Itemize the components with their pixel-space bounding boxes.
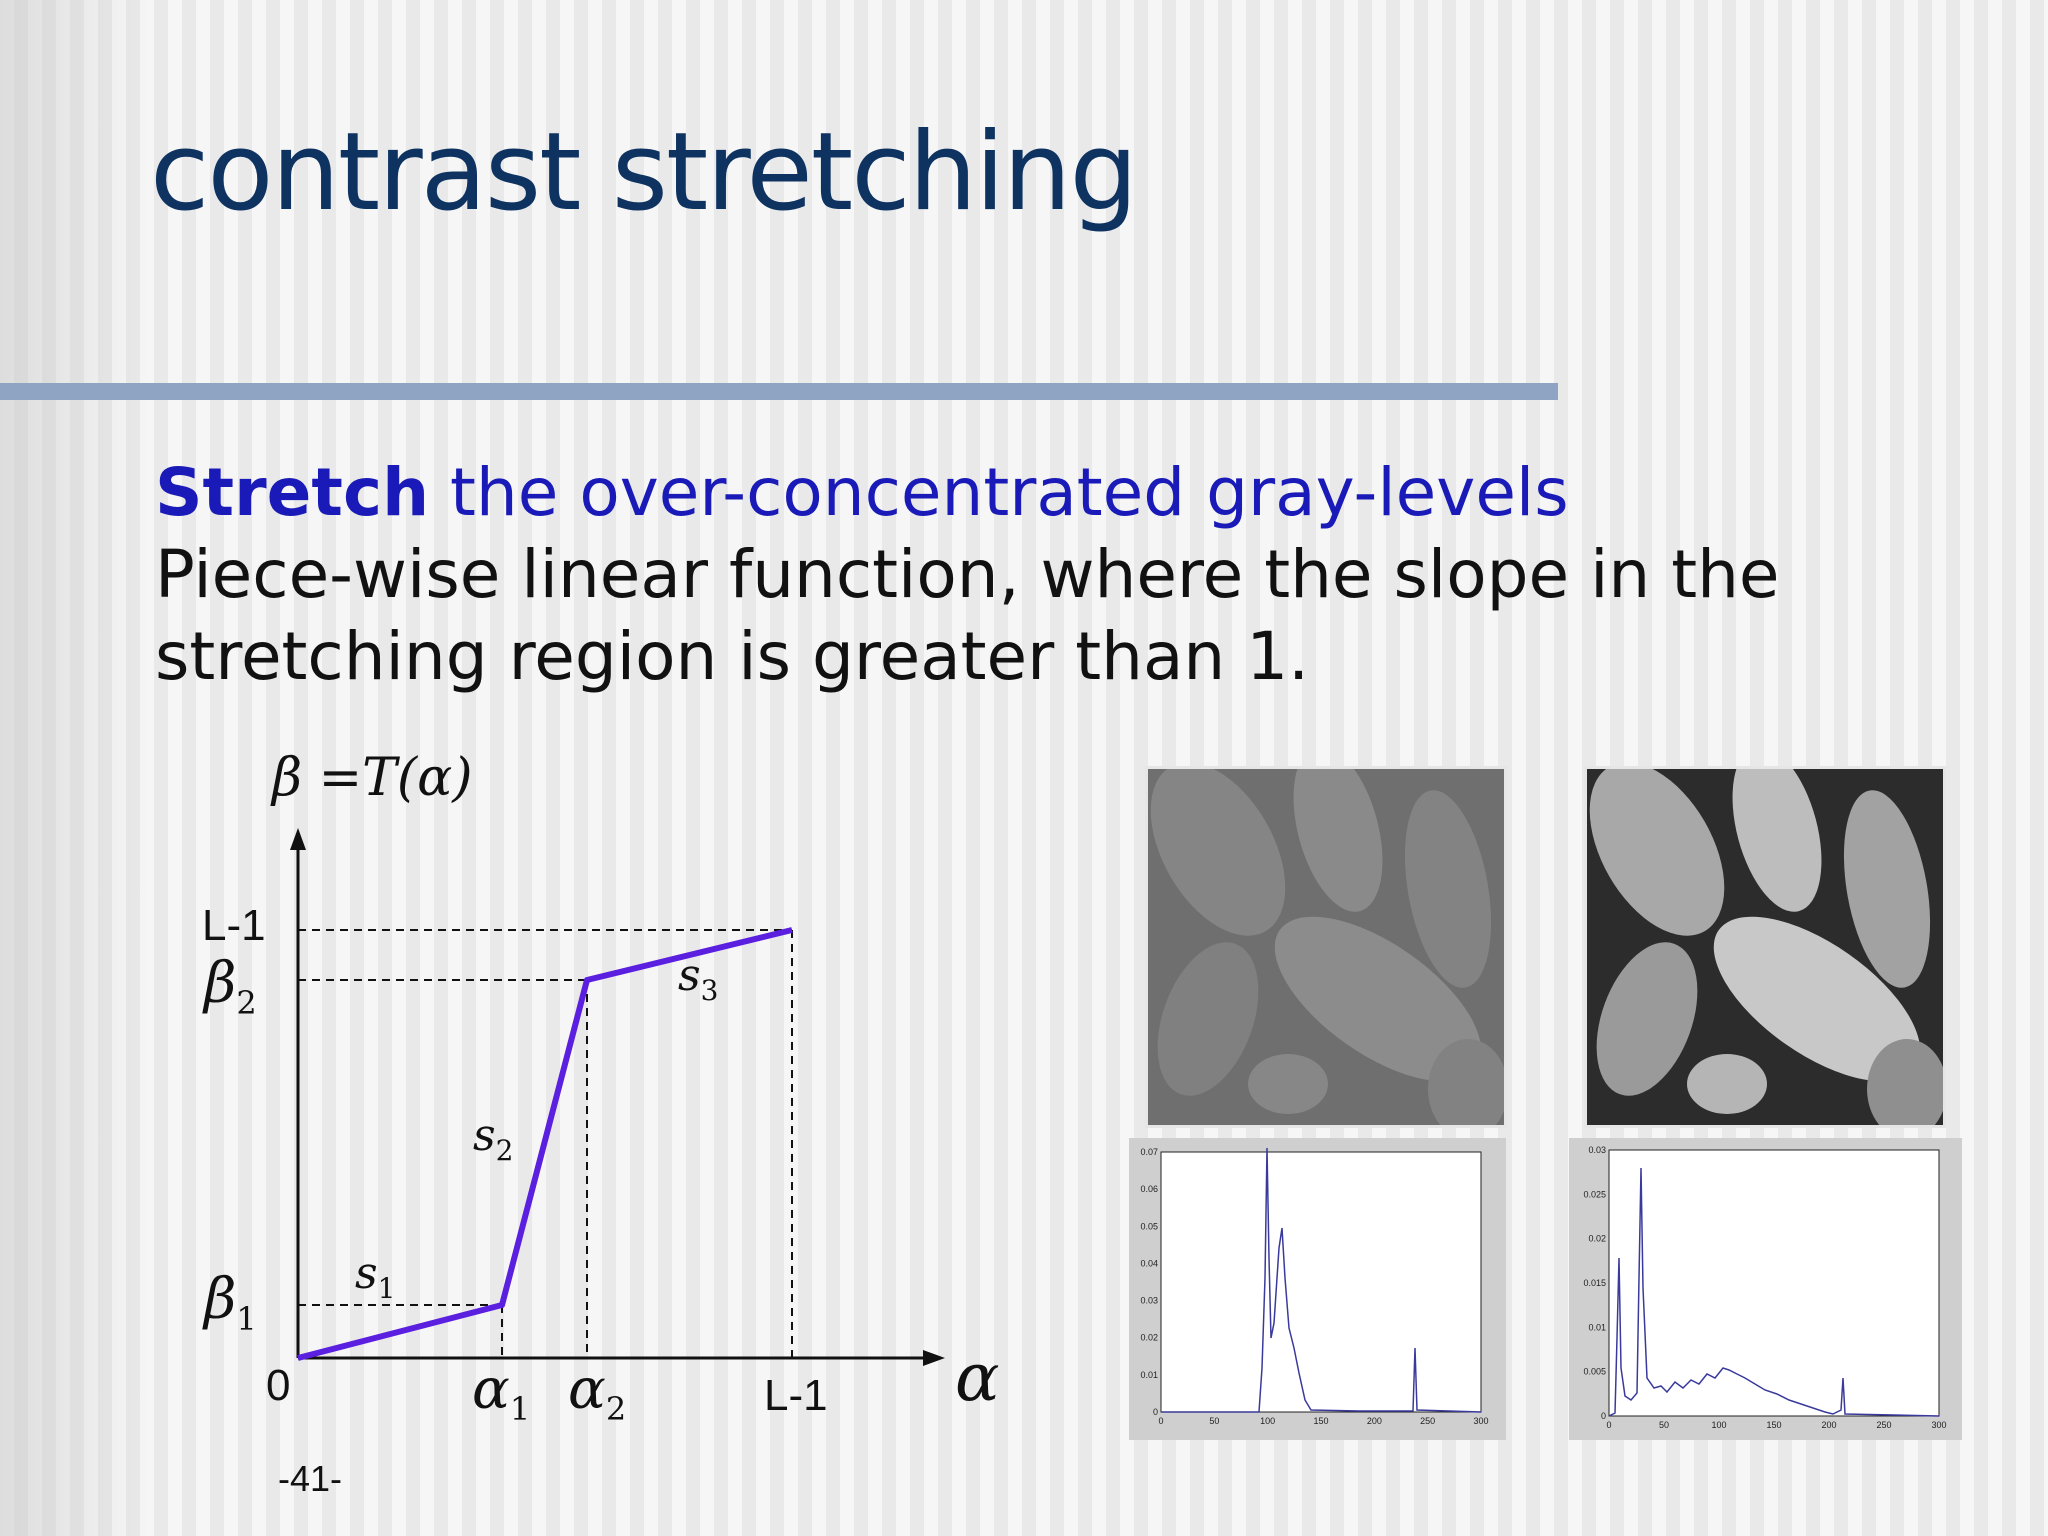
histogram-original-x-tick-label: 300 [1473, 1416, 1488, 1426]
y-axis-arrow [290, 828, 306, 850]
histogram-stretched-x-tick-label: 200 [1821, 1420, 1836, 1430]
body-line-3: stretching region is greater than 1. [155, 618, 1310, 695]
histogram-original-x-ticks: 0 50 100 150 200 250 300 [1158, 1416, 1488, 1426]
histogram-stretched-y-ticks: 0.03 0.025 0.02 0.015 0.01 0.005 0 [1583, 1145, 1606, 1421]
y-tick-top: L-1 [202, 901, 266, 950]
histogram-original-y-ticks: 0.07 0.06 0.05 0.04 0.03 0.02 0.01 0 [1140, 1147, 1158, 1417]
histogram-stretched-x-tick-label: 50 [1659, 1420, 1669, 1430]
histogram-stretched-plot: 0.03 0.025 0.02 0.015 0.01 0.005 0 0 50 100 150 20… [1583, 1145, 1946, 1430]
histogram-original-curve [1161, 1147, 1482, 1413]
segment-label-s1: s1 [355, 1248, 395, 1305]
histogram-original-x-tick-label: 250 [1420, 1416, 1435, 1426]
histogram-stretched-x-tick-label: 0 [1606, 1420, 1611, 1430]
slide-title: contrast stretching [150, 110, 1138, 235]
histogram-original-y-tick-label: 0.03 [1140, 1296, 1158, 1306]
histogram-stretched-x-tick-label: 300 [1931, 1420, 1946, 1430]
histogram-stretched-x-ticks: 0 50 100 150 200 250 300 [1606, 1420, 1946, 1430]
histogram-original-x-tick-label: 100 [1260, 1416, 1275, 1426]
histogram-original-x-tick-label: 150 [1313, 1416, 1328, 1426]
stretched-image [1584, 766, 1946, 1128]
histogram-original-y-tick-label: 0 [1153, 1407, 1158, 1417]
transform-curve [297, 927, 793, 1361]
histogram-original-x-tick-label: 200 [1367, 1416, 1382, 1426]
x-tick-alpha1: α1 [472, 1357, 530, 1428]
x-tick-alpha2: α2 [568, 1357, 626, 1428]
histogram-stretched-y-tick-label: 0.01 [1588, 1322, 1606, 1332]
histogram-original-y-tick-label: 0.02 [1140, 1333, 1158, 1343]
y-tick-beta1: β1 [202, 1267, 257, 1338]
histogram-original-x-tick-label: 50 [1209, 1416, 1219, 1426]
histogram-stretched-y-tick-label: 0.03 [1588, 1145, 1606, 1155]
histogram-stretched-y-tick-label: 0 [1601, 1411, 1606, 1421]
x-tick-right: L-1 [764, 1371, 828, 1420]
transform-diagram-svg: β =T(α) L-1 β2 β1 0 α1 α2 L-1 α s1 s2 s3 [202, 748, 1000, 1428]
histogram-original-x-tick-label: 0 [1158, 1416, 1163, 1426]
histogram-original-y-tick-label: 0.05 [1140, 1221, 1158, 1231]
histogram-original-y-tick-label: 0.01 [1140, 1370, 1158, 1380]
histogram-stretched: 0.03 0.025 0.02 0.015 0.01 0.005 0 0 50 100 150 20… [1569, 1138, 1962, 1440]
histogram-stretched-y-tick-label: 0.025 [1583, 1189, 1606, 1199]
histogram-stretched-y-tick-label: 0.015 [1583, 1278, 1606, 1288]
transform-diagram: β =T(α) L-1 β2 β1 0 α1 α2 L-1 α s1 s2 s3 [180, 740, 1040, 1500]
body-line-1-rest: the over-concentrated gray-levels [429, 454, 1569, 531]
histogram-stretched-x-tick-label: 250 [1876, 1420, 1891, 1430]
y-tick-beta2: β2 [202, 951, 257, 1022]
guide-lines [298, 929, 793, 1358]
histogram-original-y-tick-label: 0.04 [1140, 1258, 1158, 1268]
background-shade [0, 0, 150, 1536]
function-label: β =T(α) [270, 748, 473, 808]
histogram-stretched-x-tick-label: 100 [1711, 1420, 1726, 1430]
histogram-original-y-tick-label: 0.07 [1140, 1147, 1158, 1157]
histogram-original: 0.07 0.06 0.05 0.04 0.03 0.02 0.01 0 0 50 100 150 2… [1129, 1138, 1506, 1440]
histogram-stretched-x-tick-label: 150 [1766, 1420, 1781, 1430]
origin-label: 0 [266, 1361, 290, 1410]
original-image [1145, 766, 1507, 1128]
title-underline [0, 383, 1558, 400]
pollen-grains-high-contrast [1587, 769, 1943, 1125]
body-line-2: Piece-wise linear function, where the sl… [155, 536, 1780, 613]
histogram-stretched-y-tick-label: 0.005 [1583, 1367, 1606, 1377]
histogram-original-plot: 0.07 0.06 0.05 0.04 0.03 0.02 0.01 0 0 50 100 150 2… [1140, 1147, 1488, 1426]
emphasis-word: Stretch [155, 454, 430, 531]
body-line-1: Stretch the over-concentrated gray-level… [155, 452, 2035, 534]
x-axis-arrow [923, 1350, 945, 1366]
page-number: -41- [278, 1458, 343, 1499]
x-axis-symbol: α [955, 1339, 1000, 1416]
slide-body: Stretch the over-concentrated gray-level… [155, 452, 2035, 698]
histogram-original-y-tick-label: 0.06 [1140, 1184, 1158, 1194]
pollen-grains-low-contrast [1148, 769, 1504, 1125]
histogram-stretched-curve [1608, 1167, 1940, 1417]
segment-label-s3: s3 [678, 950, 718, 1007]
histogram-stretched-y-tick-label: 0.02 [1588, 1234, 1606, 1244]
segment-label-s2: s2 [473, 1110, 513, 1167]
